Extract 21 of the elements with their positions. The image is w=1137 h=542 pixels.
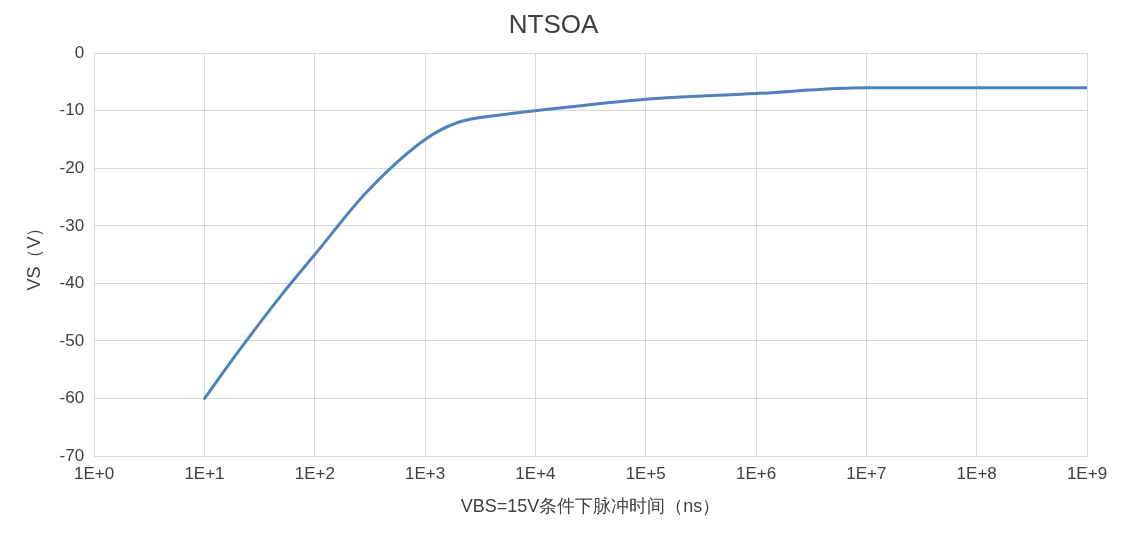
- y-tick-label: 0: [74, 42, 85, 62]
- x-tick-label: 1E+3: [405, 463, 446, 483]
- chart-title: NTSOA: [508, 8, 599, 39]
- x-tick-label: 1E+7: [846, 463, 887, 483]
- x-tick-label: 1E+0: [74, 463, 115, 483]
- x-tick-label: 1E+9: [1066, 463, 1108, 483]
- y-axis-title: VS（V）: [23, 218, 44, 291]
- y-tick-label: -50: [59, 330, 85, 350]
- x-tick-label: 1E+5: [625, 463, 666, 483]
- x-axis-title: VBS=15V条件下脉冲时间（ns）: [460, 496, 721, 517]
- x-tick-label: 1E+4: [515, 463, 556, 483]
- y-tick-label: -20: [59, 157, 85, 177]
- y-tick-label: -40: [59, 273, 85, 293]
- x-tick-label: 1E+8: [956, 463, 997, 483]
- x-tick-label: 1E+6: [735, 463, 777, 483]
- x-tick-label: 1E+2: [294, 463, 335, 483]
- y-tick-label: -10: [59, 100, 85, 120]
- y-tick-label: -60: [59, 388, 85, 408]
- y-tick-label: -70: [59, 445, 85, 465]
- x-tick-label: 1E+1: [184, 463, 225, 483]
- y-tick-label: -30: [59, 215, 85, 235]
